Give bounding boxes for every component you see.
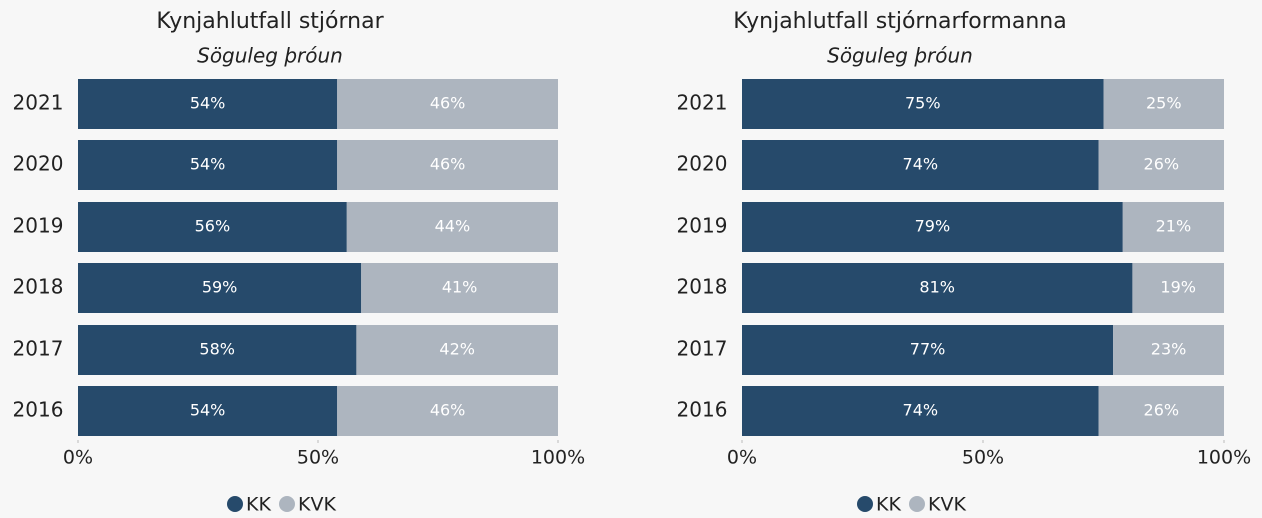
bar-segment xyxy=(361,263,558,313)
chart-subtitle: Söguleg þróun xyxy=(827,44,973,68)
y-tick-label: 2018 xyxy=(13,275,64,299)
chart-subtitle: Söguleg þróun xyxy=(197,44,343,68)
bar-segment xyxy=(346,202,558,252)
bar-segment xyxy=(337,79,558,129)
data-label: 41% xyxy=(442,278,478,297)
bar-segment xyxy=(1098,386,1224,436)
bar-segment xyxy=(1113,325,1224,375)
data-label: 46% xyxy=(430,155,466,174)
y-tick-label: 2017 xyxy=(13,337,64,361)
bar-segment xyxy=(78,79,338,129)
bar-segment xyxy=(337,140,558,190)
data-label: 54% xyxy=(190,94,226,113)
data-label: 79% xyxy=(915,217,951,236)
x-tick-label: 0% xyxy=(727,447,757,469)
y-tick-label: 2017 xyxy=(677,337,728,361)
bar-segment xyxy=(742,263,1133,313)
bar-segment xyxy=(742,386,1099,436)
bar-segment xyxy=(78,325,357,375)
y-tick-label: 2019 xyxy=(13,214,64,238)
x-tick-label: 100% xyxy=(531,447,585,469)
y-tick-label: 2016 xyxy=(13,398,64,422)
bar-segment xyxy=(1132,263,1224,313)
data-label: 21% xyxy=(1156,217,1192,236)
data-label: 46% xyxy=(430,94,466,113)
bar-segment xyxy=(78,263,362,313)
data-label: 56% xyxy=(195,217,231,236)
chart-title: Kynjahlutfall stjórnar xyxy=(156,9,384,34)
data-label: 42% xyxy=(439,340,475,359)
legend-label: KK xyxy=(876,494,901,516)
bar-segment xyxy=(742,140,1099,190)
y-tick-label: 2016 xyxy=(677,398,728,422)
chart-title: Kynjahlutfall stjórnarformanna xyxy=(733,9,1066,34)
data-label: 54% xyxy=(190,155,226,174)
data-label: 74% xyxy=(903,155,939,174)
data-label: 19% xyxy=(1160,278,1196,297)
bar-segment xyxy=(742,325,1114,375)
data-label: 59% xyxy=(202,278,238,297)
data-label: 25% xyxy=(1146,94,1182,113)
data-label: 23% xyxy=(1151,340,1187,359)
bar-segment xyxy=(337,386,558,436)
data-label: 46% xyxy=(430,401,466,420)
data-label: 58% xyxy=(199,340,235,359)
y-tick-label: 2021 xyxy=(677,91,728,115)
bar-segment xyxy=(78,202,347,252)
data-label: 54% xyxy=(190,401,226,420)
data-label: 26% xyxy=(1144,401,1180,420)
y-tick-label: 2019 xyxy=(677,214,728,238)
bar-segment xyxy=(78,140,338,190)
legend-swatch xyxy=(227,496,243,512)
legend-label: KVK xyxy=(928,494,966,516)
data-label: 77% xyxy=(910,340,946,359)
legend-swatch xyxy=(857,496,873,512)
data-label: 26% xyxy=(1144,155,1180,174)
bar-segment xyxy=(1122,202,1224,252)
x-tick-label: 50% xyxy=(962,447,1004,469)
bar-segment xyxy=(1103,79,1224,129)
data-label: 44% xyxy=(435,217,471,236)
x-tick-label: 0% xyxy=(63,447,93,469)
bar-segment xyxy=(742,202,1123,252)
bar-segment xyxy=(742,79,1104,129)
bar-segment xyxy=(1098,140,1224,190)
bar-segment xyxy=(356,325,558,375)
data-label: 74% xyxy=(903,401,939,420)
y-tick-label: 2020 xyxy=(13,152,64,176)
bar-segment xyxy=(78,386,338,436)
legend-label: KVK xyxy=(298,494,336,516)
y-tick-label: 2021 xyxy=(13,91,64,115)
data-label: 81% xyxy=(919,278,955,297)
legend-swatch xyxy=(279,496,295,512)
x-tick-label: 50% xyxy=(297,447,339,469)
x-tick-label: 100% xyxy=(1197,447,1251,469)
legend-swatch xyxy=(909,496,925,512)
data-label: 75% xyxy=(905,94,941,113)
y-tick-label: 2020 xyxy=(677,152,728,176)
y-tick-label: 2018 xyxy=(677,275,728,299)
legend-label: KK xyxy=(246,494,271,516)
